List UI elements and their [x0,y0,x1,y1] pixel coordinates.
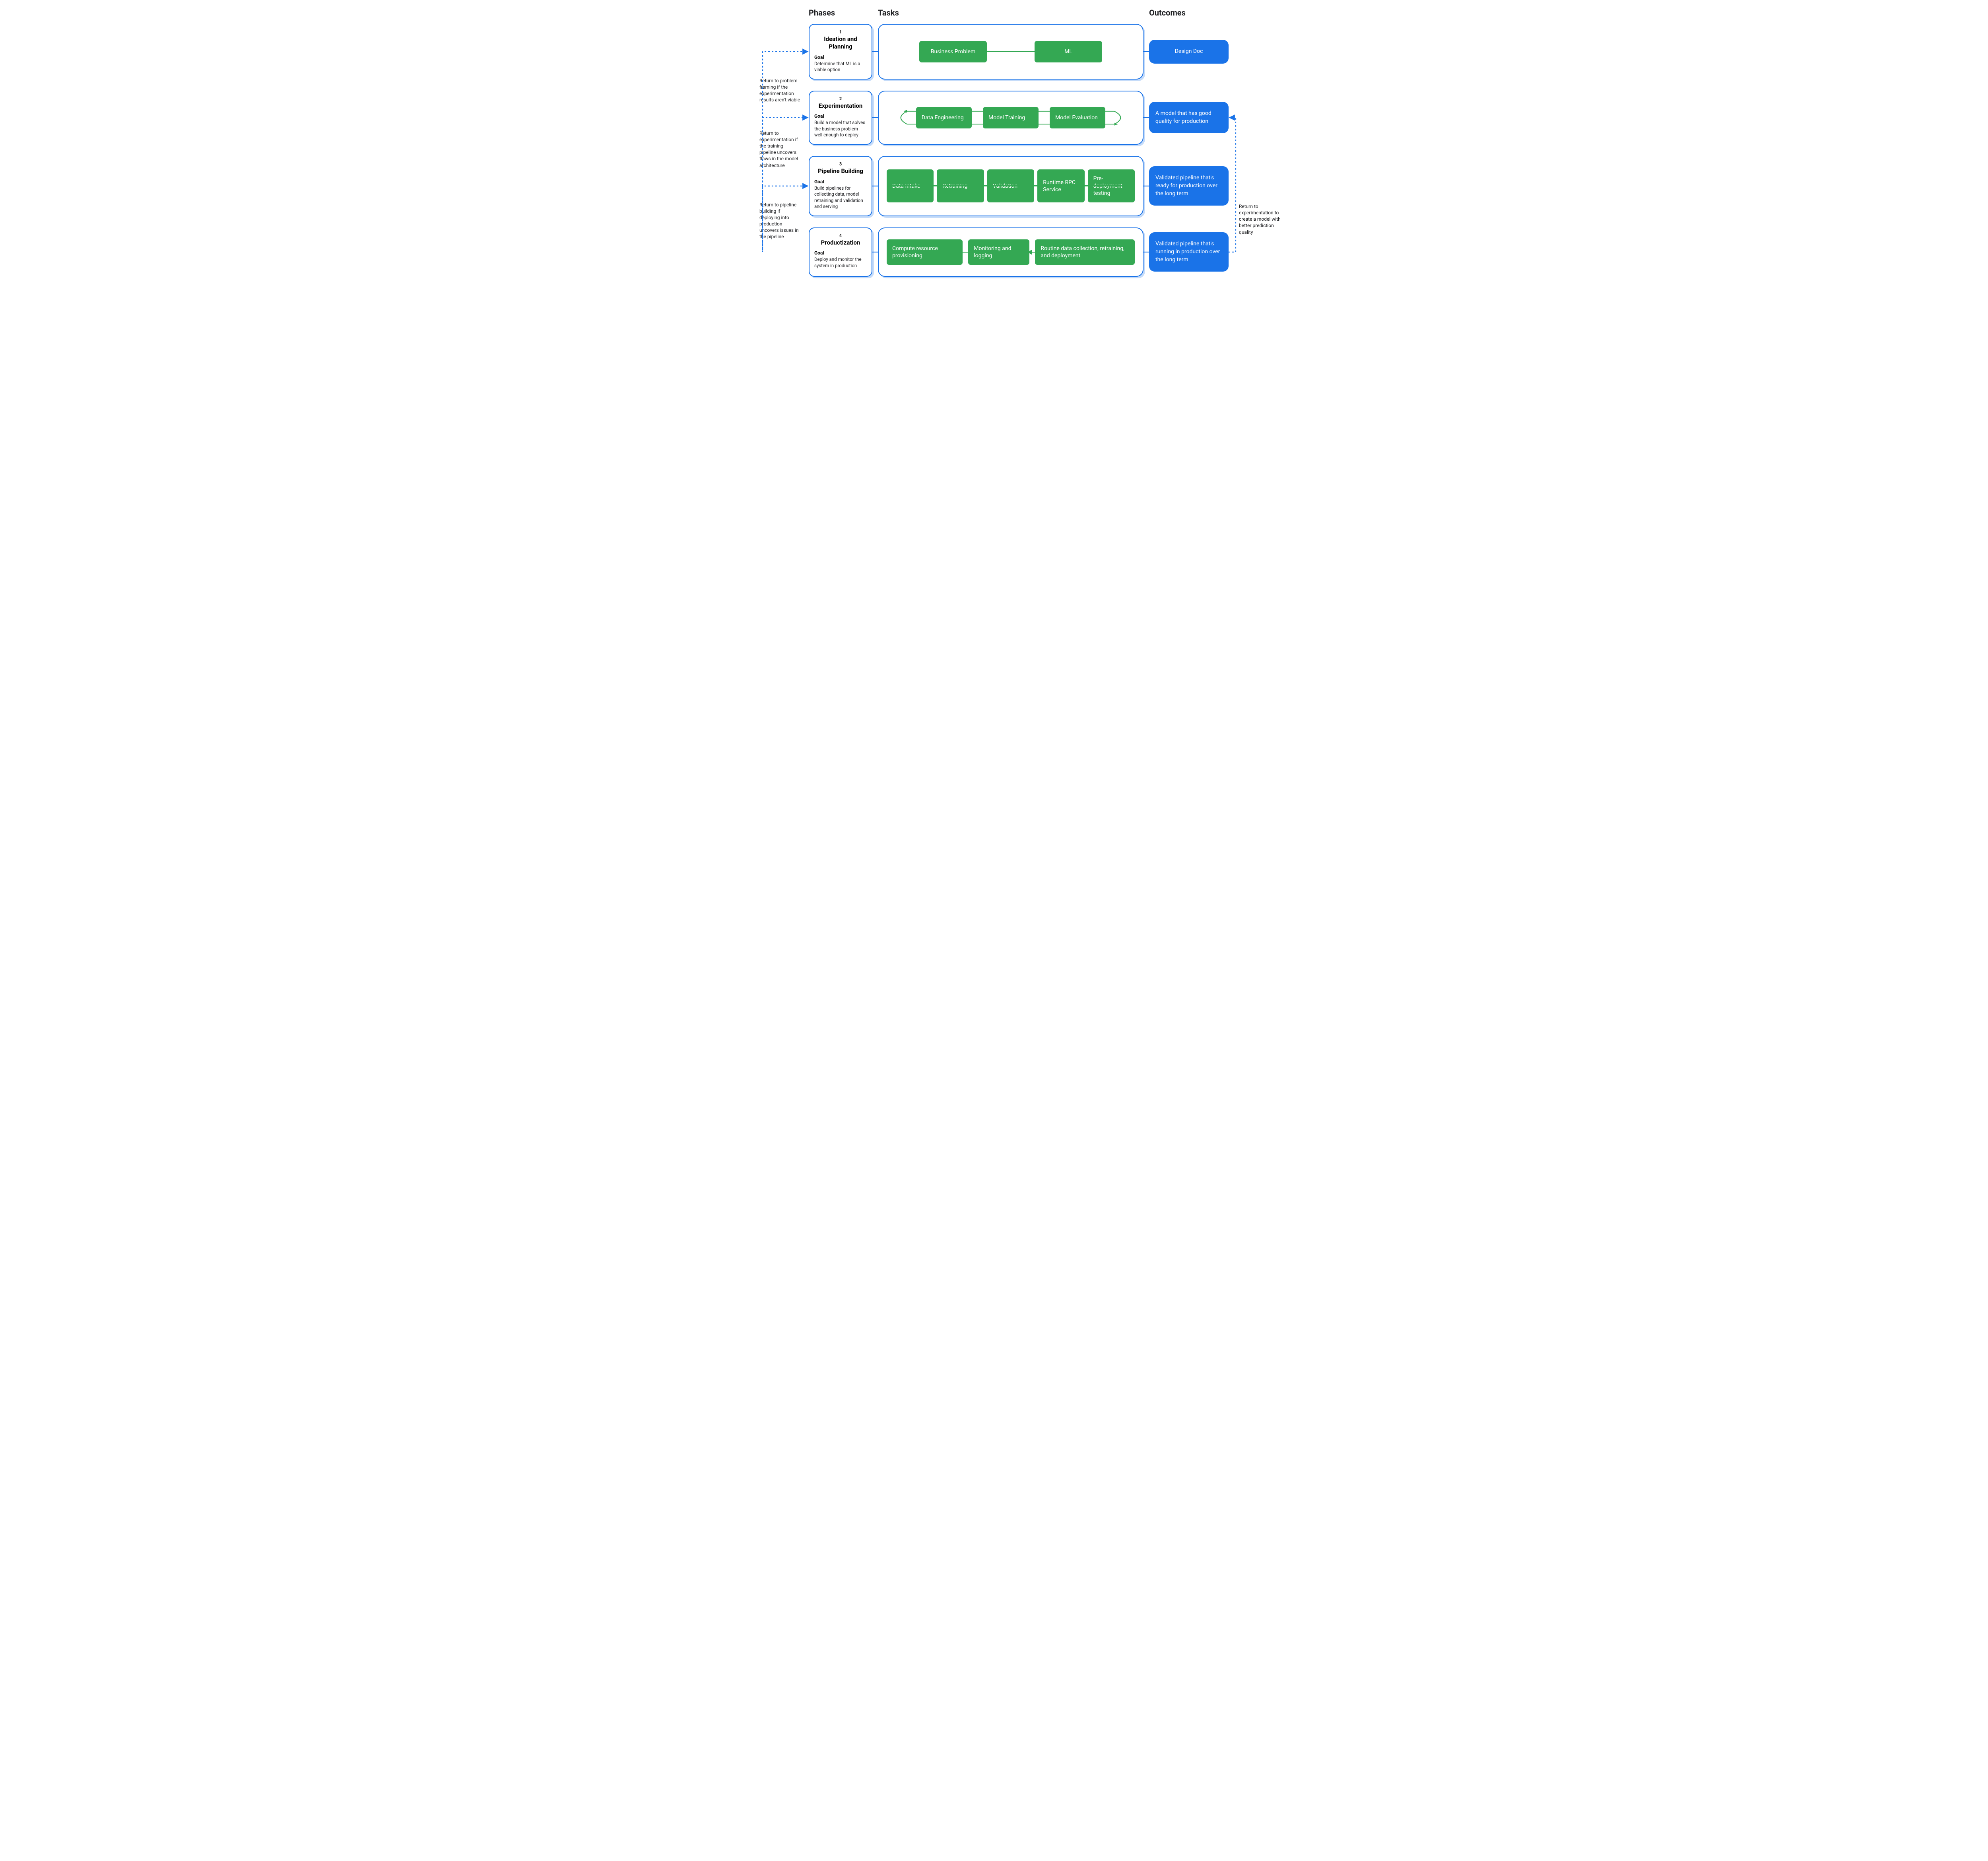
phase-3-num: 3 [814,161,867,167]
ml-phases-diagram: Phases Tasks Outcomes Return to problem … [759,8,1229,277]
row-productization: 4 Productization Goal Deploy and monitor… [759,227,1229,277]
phase-1-num: 1 [814,29,867,35]
row-experimentation: Return to experimentation if the trainin… [759,91,1229,145]
task-compute-provisioning: Compute resource provisioning [887,239,963,265]
row-pipeline-building: Return to pipeline building if deploying… [759,156,1229,216]
task-runtime-rpc: Runtime RPC Service [1037,169,1084,202]
phase-1-title: Ideation and Planning [814,35,867,51]
feedback-left-2: Return to experimentation if the trainin… [759,91,803,145]
task-retraining: Retraining [937,169,984,202]
task-model-evaluation: Model Evaluation [1050,107,1105,128]
tasks-4-box: Compute resource provisioning Monitoring… [878,227,1143,277]
row-ideation: Return to problem framing if the experim… [759,24,1229,80]
task-predeploy-testing: Pre-deployment testing [1088,169,1135,202]
phase-3-goal: Build pipelines for collecting data, mod… [814,185,867,210]
phase-2-goal: Build a model that solves the business p… [814,120,867,138]
phase-4-box: 4 Productization Goal Deploy and monitor… [809,227,872,277]
feedback-left-3: Return to pipeline building if deploying… [759,156,803,216]
phases-heading: Phases [809,8,872,17]
task-model-training: Model Training [983,107,1039,128]
outcomes-heading: Outcomes [1149,8,1229,17]
feedback-left-4 [759,227,803,277]
task-data-engineering: Data Engineering [916,107,972,128]
outcome-2: A model that has good quality for produc… [1149,102,1229,133]
tasks-heading: Tasks [878,8,1143,17]
feedback-left-1: Return to problem framing if the experim… [759,24,803,80]
phase-1-box: 1 Ideation and Planning Goal Determine t… [809,24,872,80]
task-validation: Validation [987,169,1034,202]
phase-4-goal-label: Goal [814,250,867,256]
phase-2-goal-label: Goal [814,113,867,119]
phase-3-title: Pipeline Building [814,167,867,175]
outcome-3: Validated pipeline that's ready for prod… [1149,166,1229,206]
task-routine-cycle: Routine data collection, retraining, and… [1035,239,1135,265]
phase-2-box: 2 Experimentation Goal Build a model tha… [809,91,872,145]
feedback-right-text: Return to experimentation to create a mo… [1239,203,1287,235]
phase-3-box: 3 Pipeline Building Goal Build pipelines… [809,156,872,216]
phase-2-title: Experimentation [814,102,867,110]
tasks-2-box: Data Engineering Model Training Model Ev… [878,91,1143,145]
tasks-3-box: Data Intake Retraining Validation Runtim… [878,156,1143,216]
phase-4-goal: Deploy and monitor the system in product… [814,256,867,269]
outcome-1: Design Doc [1149,40,1229,64]
outcome-4: Validated pipeline that's running in pro… [1149,232,1229,272]
phase-2-num: 2 [814,96,867,101]
task-ml: ML [1035,41,1102,62]
task-business-problem: Business Problem [919,41,987,62]
phase-4-num: 4 [814,233,867,238]
task-monitoring-logging: Monitoring and logging [968,239,1029,265]
tasks-1-box: Business Problem ML [878,24,1143,80]
phase-3-goal-label: Goal [814,179,867,185]
phase-4-title: Productization [814,239,867,247]
phase-1-goal: Determine that ML is a viable option [814,61,867,73]
task-data-intake: Data Intake [887,169,934,202]
header-row: Phases Tasks Outcomes [759,8,1229,17]
phase-1-goal-label: Goal [814,54,867,60]
task-connector-1 [987,41,1035,62]
